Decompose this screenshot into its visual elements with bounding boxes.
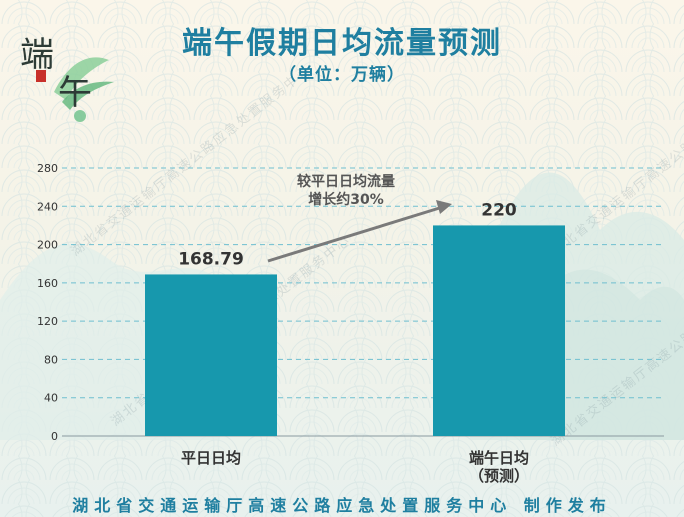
y-tick-label: 280 xyxy=(37,162,58,175)
growth-annotation: 较平日日均流量 增长约30% xyxy=(267,173,452,263)
y-tick-label: 120 xyxy=(37,315,58,328)
x-tick-label: 平日日均 xyxy=(181,449,241,467)
publisher-footer: 湖北省交通运输厅高速公路应急处置服务中心 制作发布 xyxy=(72,496,612,515)
annotation-line-2: 增长约30% xyxy=(308,191,384,208)
svg-text:端: 端 xyxy=(20,35,54,75)
x-axis-labels: 平日日均 端午日均（预测） xyxy=(181,449,529,485)
y-axis: 0 40 80 120 160 200 240 280 xyxy=(37,162,58,443)
y-tick-label: 0 xyxy=(51,430,58,443)
bar xyxy=(145,274,277,436)
chart-bars xyxy=(145,225,565,436)
value-labels: 168.79 220 xyxy=(178,200,517,269)
y-tick-label: 80 xyxy=(44,353,58,366)
bar-value-label: 220 xyxy=(481,200,517,220)
annotation-line-1: 较平日日均流量 xyxy=(297,173,395,190)
y-tick-label: 160 xyxy=(37,277,58,290)
page-subtitle: （单位：万辆） xyxy=(279,65,405,85)
bar-value-label: 168.79 xyxy=(178,249,244,269)
x-tick-label: 端午日均 xyxy=(469,449,529,467)
bar xyxy=(433,225,565,436)
y-tick-label: 240 xyxy=(37,200,58,213)
arrow-head-icon xyxy=(436,200,452,214)
y-tick-label: 40 xyxy=(44,392,58,405)
y-tick-label: 200 xyxy=(37,239,58,252)
growth-arrow xyxy=(267,204,447,263)
x-tick-label: （预测） xyxy=(469,467,529,485)
svg-text:午: 午 xyxy=(58,73,92,113)
festival-logo-icon: 端 午 xyxy=(14,22,124,132)
page-title: 端午假期日均流量预测 xyxy=(182,26,502,61)
